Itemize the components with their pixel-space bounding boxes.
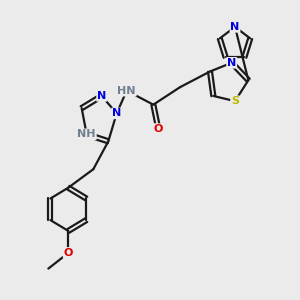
Text: HN: HN xyxy=(117,86,136,96)
Text: N: N xyxy=(112,108,121,118)
Text: O: O xyxy=(64,248,73,258)
Text: O: O xyxy=(154,124,163,134)
Text: N: N xyxy=(230,22,240,32)
Text: N: N xyxy=(227,58,236,68)
Text: NH: NH xyxy=(77,129,96,139)
Text: N: N xyxy=(97,91,106,101)
Text: S: S xyxy=(231,96,239,106)
